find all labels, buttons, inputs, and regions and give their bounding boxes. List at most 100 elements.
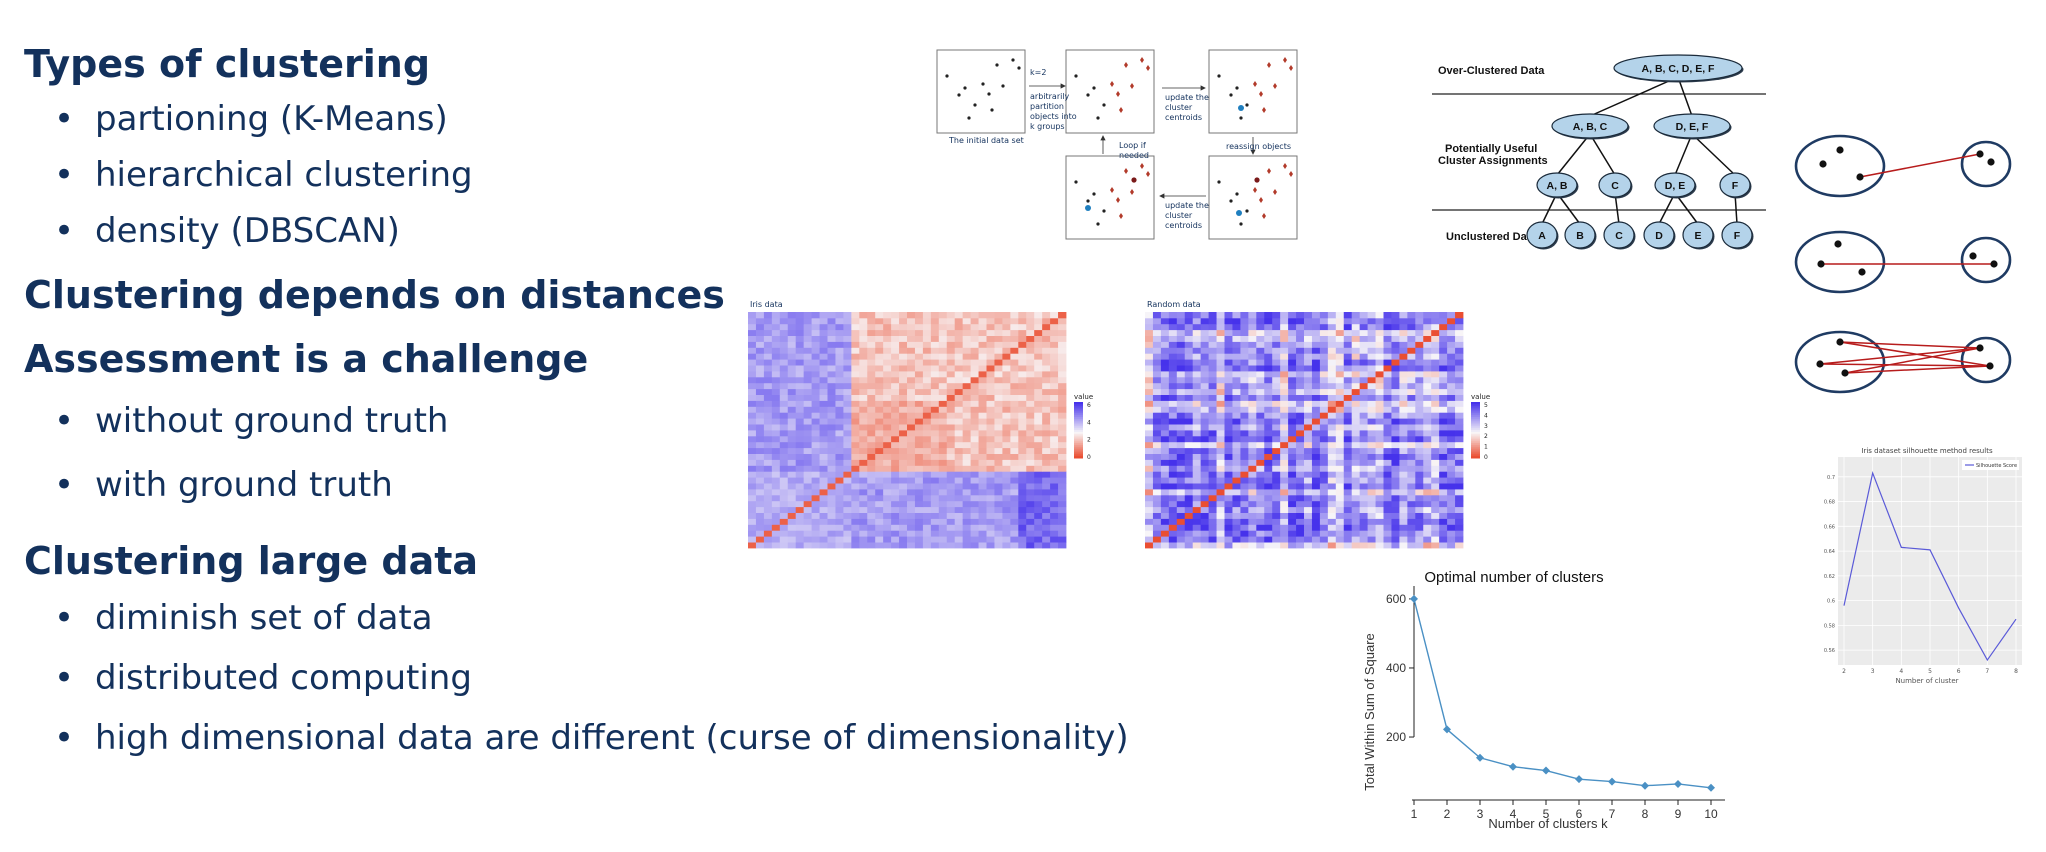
- heatmap-cell: [1050, 371, 1059, 378]
- heatmap-cell: [1383, 483, 1392, 490]
- heatmap-cell: [938, 365, 948, 372]
- heatmap-cell: [1311, 489, 1321, 496]
- heatmap-cell: [1248, 512, 1257, 519]
- heatmap-cell: [1058, 542, 1067, 549]
- heatmap-cell: [1176, 447, 1186, 454]
- heatmap-cell: [787, 388, 797, 395]
- heatmap-cell: [1399, 483, 1408, 490]
- heatmap-cell: [1152, 400, 1162, 407]
- heatmap-cell: [843, 477, 852, 484]
- heatmap-cell: [922, 412, 932, 419]
- heatmap-cell: [1296, 341, 1305, 348]
- heatmap-cell: [954, 435, 964, 443]
- heatmap-cell: [1399, 494, 1408, 502]
- heatmap-cell: [755, 317, 765, 325]
- bullet-item: with ground truth: [24, 453, 1224, 517]
- heatmap-cell: [1256, 489, 1265, 496]
- heatmap-cell: [1232, 335, 1241, 342]
- legend-swatch: [1074, 443, 1083, 446]
- heatmap-cell: [795, 453, 805, 460]
- heatmap-cell: [1431, 542, 1440, 549]
- heatmap-cell: [1439, 512, 1448, 519]
- heatmap-cell: [1431, 489, 1440, 496]
- heatmap-cell: [827, 512, 836, 519]
- elbow-series-line: [1413, 598, 1712, 789]
- legend-tick-label: 0: [1484, 454, 1488, 461]
- heatmap-cell: [755, 424, 765, 431]
- heatmap-cell: [1034, 347, 1043, 354]
- heatmap-cell: [843, 530, 852, 537]
- heatmap-cell: [891, 323, 900, 331]
- heatmap-cell: [1240, 365, 1249, 372]
- heatmap-cell: [1264, 371, 1273, 378]
- heatmap-cell: [1351, 359, 1361, 366]
- heatmap-cell: [1224, 412, 1233, 419]
- heatmap-cell: [835, 371, 844, 378]
- heatmap-cell: [946, 359, 956, 366]
- heatmap-cell: [914, 418, 924, 425]
- heatmap-cell: [1304, 424, 1313, 431]
- heatmap-cell: [1264, 500, 1273, 508]
- heatmap-cell: [851, 418, 860, 425]
- heatmap-cell: [1010, 400, 1019, 407]
- heatmap-cell: [907, 506, 916, 513]
- heatmap-cell: [771, 430, 781, 437]
- heatmap-cell: [1375, 453, 1384, 460]
- heatmap-cell: [859, 335, 868, 342]
- heatmap-cell: [851, 382, 860, 390]
- heatmap-cell: [1208, 489, 1217, 496]
- heatmap-cell: [771, 453, 781, 460]
- heatmap-cell: [1351, 400, 1361, 407]
- heatmap-cell: [1391, 430, 1400, 437]
- heatmap-cell: [835, 382, 844, 390]
- heatmap-cell: [1264, 382, 1273, 390]
- heatmap-cell: [835, 430, 844, 437]
- heatmap-cell: [771, 382, 781, 390]
- heatmap-cell: [875, 477, 884, 484]
- heatmap-cell: [891, 424, 900, 431]
- legend-swatch: [1074, 431, 1083, 435]
- heatmap-cell: [867, 506, 876, 513]
- heatmap-cell: [748, 477, 757, 484]
- heatmap-cell: [867, 347, 876, 354]
- heatmap-cell: [1264, 329, 1273, 336]
- heatmap-cell: [843, 524, 852, 531]
- heatmap-cell: [946, 536, 956, 543]
- heatmap-cell: [899, 418, 908, 425]
- heatmap-cell: [1431, 400, 1440, 407]
- heatmap-cell: [1407, 465, 1416, 472]
- heatmap-cell: [867, 518, 876, 525]
- heatmap-cell: [922, 371, 932, 378]
- heatmap-cell: [1375, 359, 1384, 366]
- heatmap-cell: [1058, 335, 1067, 342]
- heatmap-cell: [1423, 347, 1432, 354]
- heatmap-cell: [986, 376, 995, 384]
- legend-swatch: [1074, 452, 1083, 455]
- heatmap-cell: [748, 483, 757, 490]
- heatmap-cell: [1240, 388, 1249, 395]
- heatmap-cell: [1026, 317, 1035, 325]
- heatmap-cell: [1034, 365, 1043, 372]
- heatmap-cell: [1026, 388, 1035, 395]
- heatmap-cell: [954, 459, 964, 466]
- heatmap-cell: [1002, 400, 1011, 407]
- heatmap-cell: [1367, 317, 1376, 325]
- heatmap-cell: [1327, 441, 1337, 449]
- heatmap-cell: [1455, 341, 1464, 348]
- heatmap-cell: [843, 512, 852, 519]
- heatmap-cell: [1319, 483, 1329, 490]
- heatmap-cell: [748, 453, 757, 460]
- heatmap-cell: [1145, 400, 1154, 407]
- heatmap-cell: [1058, 441, 1067, 449]
- heatmap-cell: [922, 483, 932, 490]
- heatmap-cell: [1288, 394, 1297, 401]
- heatmap-cell: [803, 347, 812, 354]
- heatmap-cell: [859, 512, 868, 519]
- heatmap-cell: [1010, 359, 1019, 366]
- heatmap-cell: [795, 459, 805, 466]
- heatmap-cell: [811, 471, 820, 478]
- heatmap-cell: [811, 359, 820, 366]
- heatmap-cell: [1431, 471, 1440, 478]
- heatmap-cell: [1200, 430, 1209, 437]
- heatmap-cell: [1232, 441, 1241, 449]
